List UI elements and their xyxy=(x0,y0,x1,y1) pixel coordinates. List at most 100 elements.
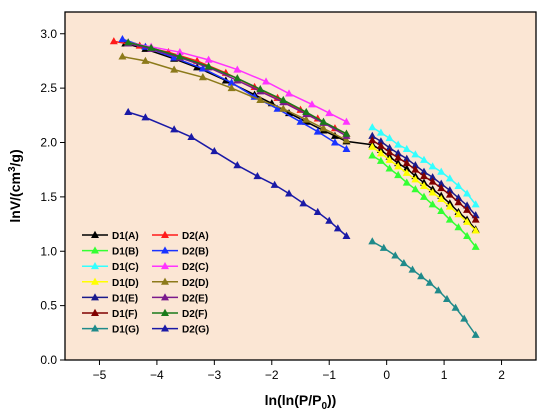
data-point xyxy=(118,52,127,60)
data-point xyxy=(319,117,328,125)
data-point xyxy=(379,243,388,251)
data-point xyxy=(454,181,463,189)
data-point xyxy=(330,138,339,146)
data-point xyxy=(256,85,265,93)
data-point xyxy=(411,161,420,169)
x-tick-label: 0 xyxy=(383,368,390,382)
legend-item: D2(G) xyxy=(152,324,209,336)
data-point xyxy=(342,129,351,137)
series-line xyxy=(128,42,347,137)
data-point xyxy=(313,127,322,135)
data-point xyxy=(325,108,334,117)
data-point xyxy=(325,216,334,224)
series-d2d xyxy=(118,52,351,144)
data-point xyxy=(420,192,428,200)
data-point xyxy=(233,161,242,169)
legend-item: D2(D) xyxy=(152,277,209,289)
data-point xyxy=(342,136,351,144)
data-point xyxy=(285,189,294,197)
data-point xyxy=(394,153,403,161)
data-point xyxy=(333,224,342,232)
data-point xyxy=(411,175,420,183)
legend-marker xyxy=(161,230,169,238)
data-point xyxy=(420,172,428,180)
data-point xyxy=(313,207,322,216)
x-tick-label: −2 xyxy=(265,368,279,382)
data-point xyxy=(285,89,294,97)
legend-item: D2(E) xyxy=(152,293,208,304)
data-point xyxy=(376,149,385,157)
legend-marker xyxy=(91,262,99,270)
data-point xyxy=(302,115,311,123)
data-point xyxy=(279,95,288,104)
data-point xyxy=(376,137,385,145)
legend-marker xyxy=(91,324,99,332)
y-tick-label: 1.0 xyxy=(40,244,57,258)
data-point xyxy=(385,143,394,151)
plot-background xyxy=(65,12,536,360)
series-d2f xyxy=(124,38,351,137)
x-tick-label: 2 xyxy=(498,368,505,382)
data-point xyxy=(471,226,480,234)
legend-item: D2(B) xyxy=(152,246,209,258)
data-point xyxy=(428,177,437,185)
data-point xyxy=(463,189,472,197)
legend-label: D2(C) xyxy=(182,262,209,273)
data-point xyxy=(233,65,242,73)
data-point xyxy=(210,147,219,155)
data-point xyxy=(368,151,377,159)
legend-label: D2(D) xyxy=(182,278,209,289)
data-point xyxy=(273,104,282,112)
data-point xyxy=(342,144,351,152)
data-point xyxy=(227,83,236,92)
data-point xyxy=(454,223,463,231)
data-point xyxy=(319,124,328,132)
data-point xyxy=(198,73,207,81)
data-point xyxy=(434,286,443,294)
legend-item: D2(C) xyxy=(152,262,209,273)
data-point xyxy=(420,155,428,163)
data-point xyxy=(442,294,451,303)
data-point xyxy=(411,150,420,158)
data-point xyxy=(437,179,446,187)
data-point xyxy=(170,65,179,73)
data-point xyxy=(394,149,403,157)
data-point xyxy=(385,133,394,142)
legend-item: D1(B) xyxy=(82,246,139,258)
series-d1c xyxy=(368,123,480,208)
legend-label: D1(G) xyxy=(112,325,139,336)
data-point xyxy=(454,210,463,218)
legend-item: D2(A) xyxy=(152,230,209,242)
legend-marker xyxy=(161,262,169,270)
data-point xyxy=(385,148,394,156)
legend-item: D1(D) xyxy=(82,277,139,289)
legend-label: D2(G) xyxy=(182,325,209,336)
data-point xyxy=(428,188,437,196)
data-point xyxy=(402,164,411,172)
legend-label: D1(B) xyxy=(112,247,139,258)
legend-label: D2(F) xyxy=(182,309,208,320)
data-point xyxy=(411,185,420,193)
data-point xyxy=(270,180,279,188)
data-point xyxy=(368,136,377,144)
data-point xyxy=(296,117,305,125)
plot-frame xyxy=(64,11,537,361)
data-point xyxy=(385,155,394,163)
data-point xyxy=(428,162,437,170)
y-tick-label: 2.0 xyxy=(40,136,57,150)
legend-label: D2(E) xyxy=(182,293,208,304)
data-point xyxy=(454,198,463,206)
data-point xyxy=(170,125,179,133)
data-point xyxy=(445,174,454,182)
data-point xyxy=(425,278,434,286)
data-point xyxy=(463,217,472,225)
legend-item: D2(F) xyxy=(152,308,208,320)
data-point xyxy=(394,140,403,148)
data-point xyxy=(307,100,316,108)
data-point xyxy=(262,77,271,85)
legend-label: D2(A) xyxy=(182,231,209,242)
legend-label: D1(C) xyxy=(112,262,139,273)
x-tick-label: −1 xyxy=(322,368,336,382)
